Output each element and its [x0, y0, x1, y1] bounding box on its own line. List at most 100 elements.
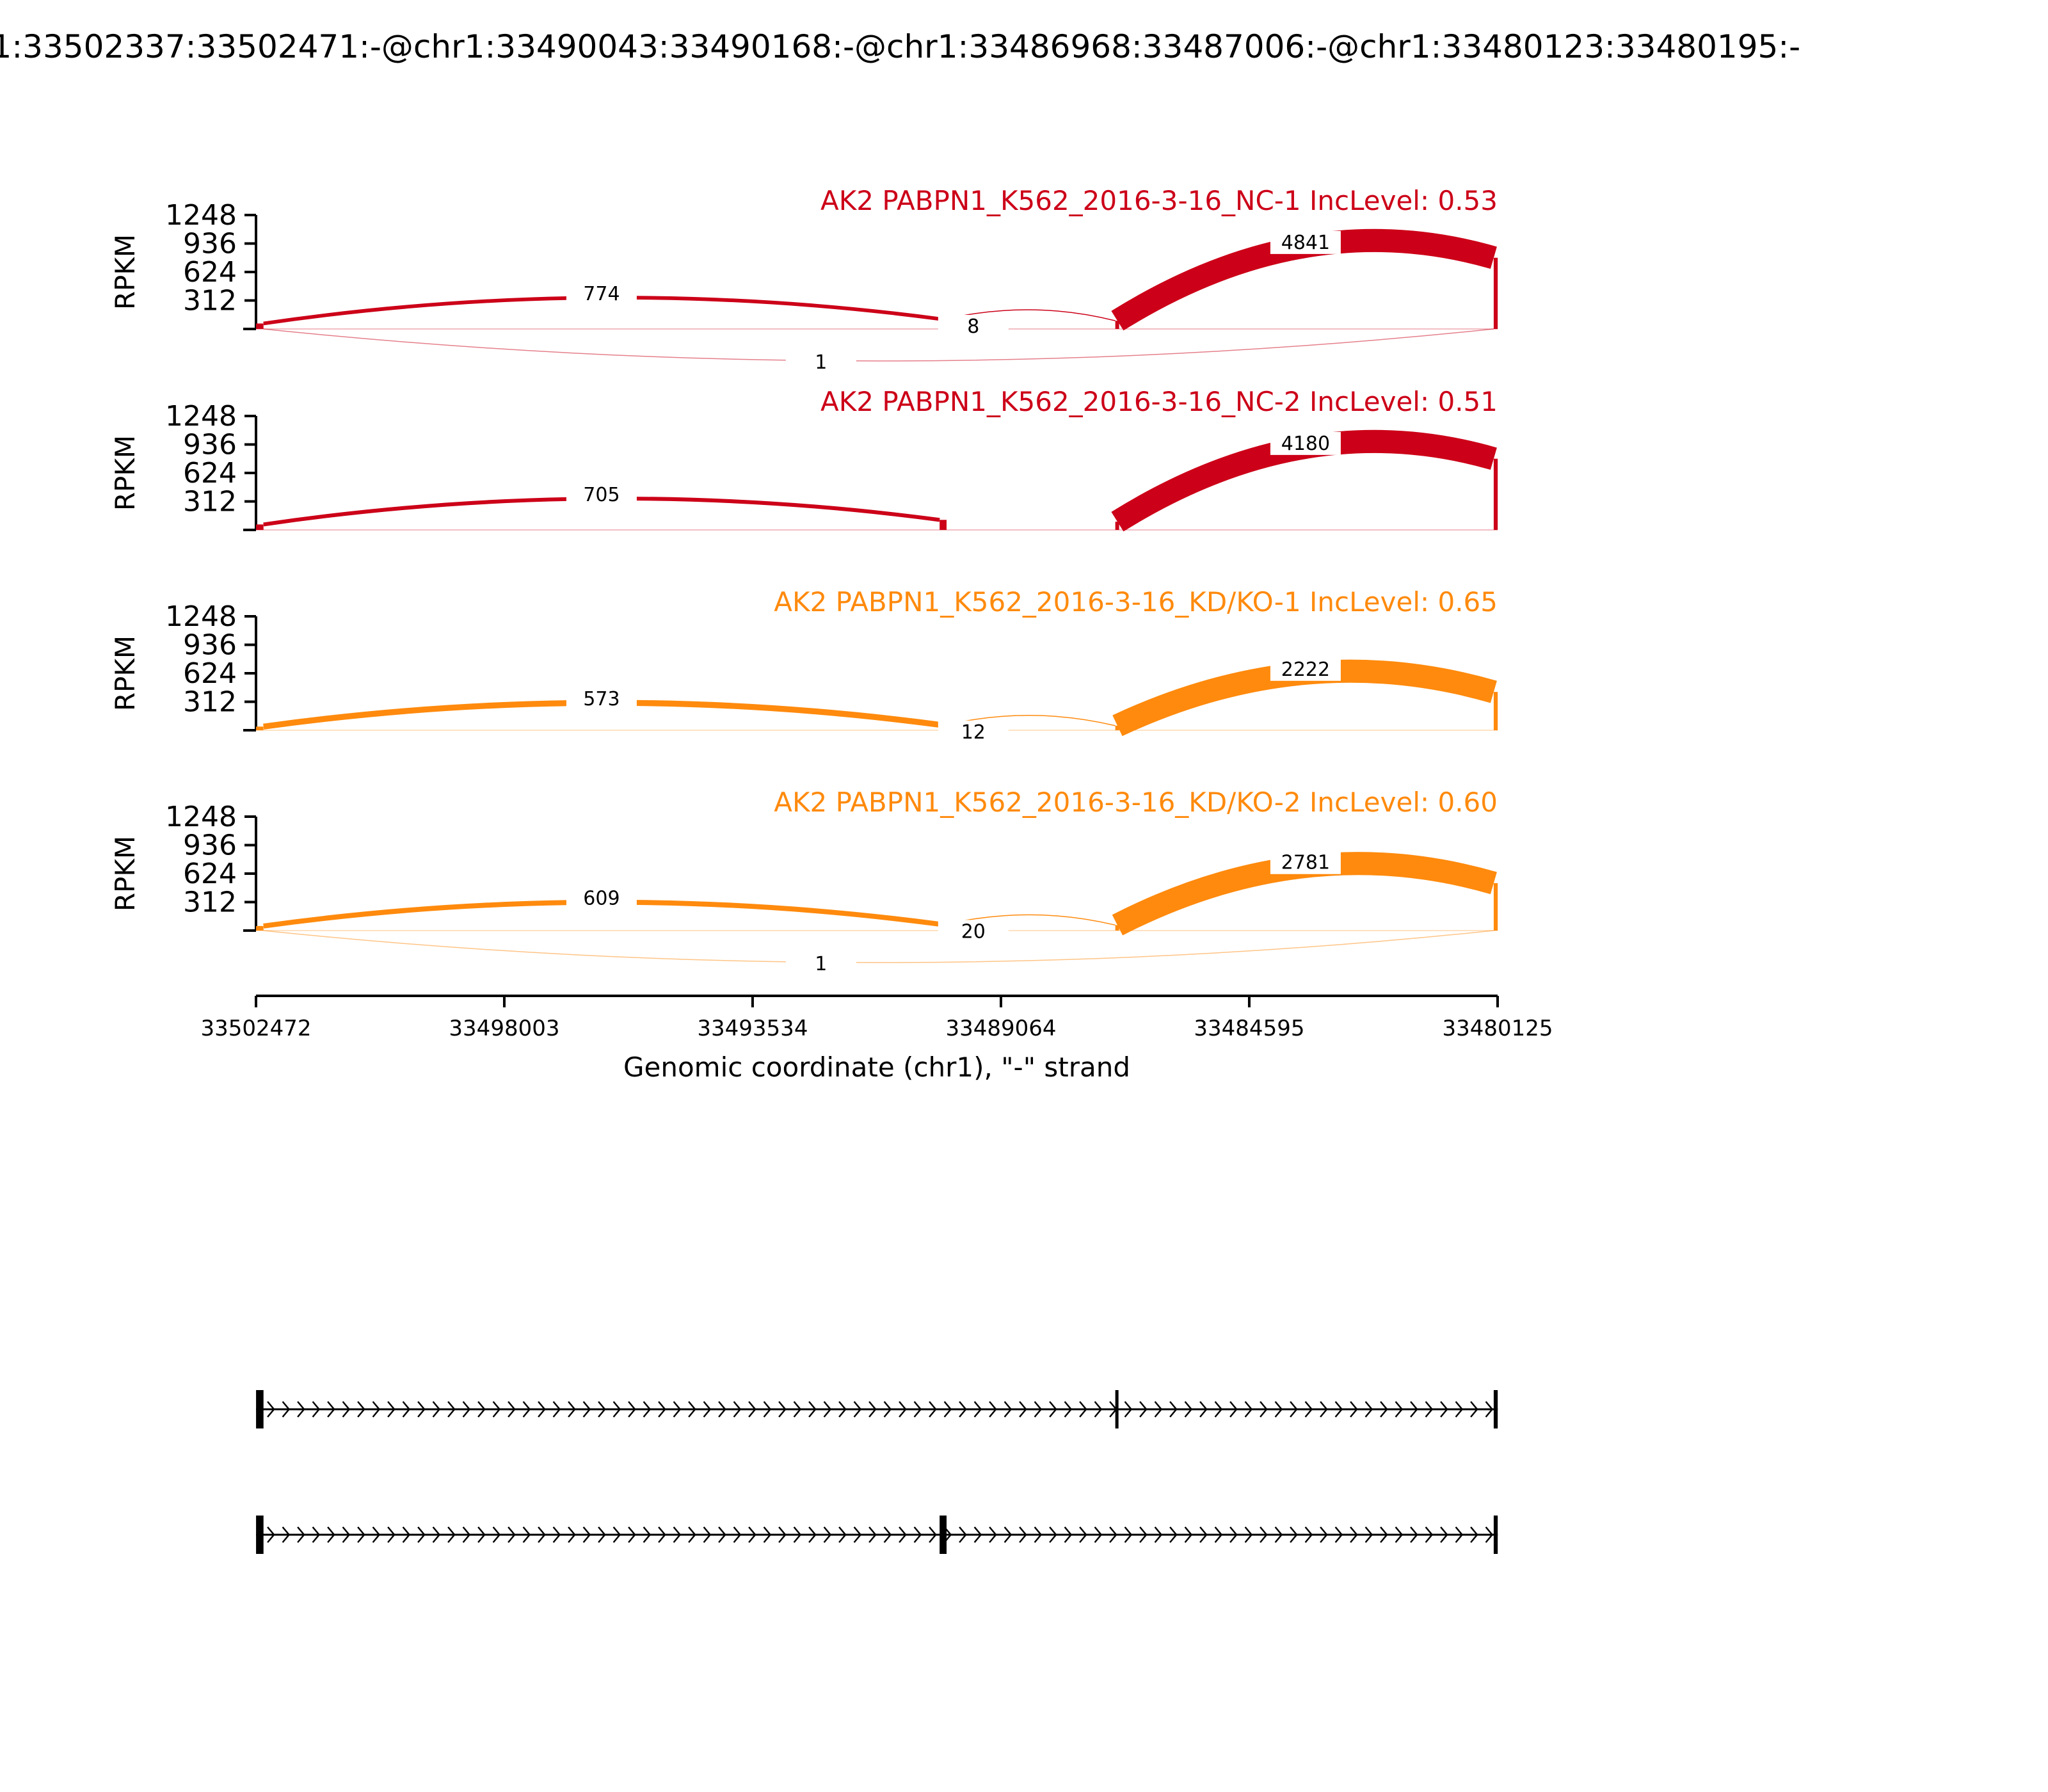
y-tick-label: 624	[183, 657, 237, 690]
gene-model-track	[256, 1390, 1498, 1554]
strand-arrow	[943, 1401, 952, 1418]
strand-arrow	[612, 1401, 621, 1418]
strand-arrow	[1244, 1526, 1253, 1543]
strand-arrow	[628, 1401, 636, 1418]
exon-block	[1493, 1516, 1498, 1554]
strand-arrow	[387, 1401, 396, 1418]
strand-arrow	[1260, 1401, 1268, 1418]
strand-arrow	[929, 1401, 937, 1418]
x-axis-label: Genomic coordinate (chr1), "-" strand	[623, 1052, 1130, 1083]
exon-block	[1115, 1390, 1119, 1428]
junction-label-background	[1270, 431, 1341, 455]
strand-arrow	[1364, 1526, 1373, 1543]
junction-count-label: 573	[583, 688, 620, 710]
sample-title: AK2 PABPN1_K562_2016-3-16_NC-2 IncLevel:…	[820, 386, 1498, 417]
junction-arc	[263, 328, 1494, 362]
strand-arrow	[492, 1401, 501, 1418]
y-tick-label: 312	[183, 886, 237, 919]
exon-coverage-bar	[256, 925, 264, 931]
transcript-model	[256, 1390, 1498, 1428]
strand-arrow	[1049, 1526, 1057, 1543]
strand-arrow	[1410, 1401, 1418, 1418]
exon-block	[256, 1390, 264, 1428]
chart-title: chr1:33502337:33502471:-@chr1:33490043:3…	[0, 28, 1800, 65]
junction-count-label: 20	[961, 920, 986, 943]
strand-arrow	[568, 1526, 576, 1543]
strand-arrow	[1244, 1401, 1253, 1418]
strand-arrow	[1395, 1401, 1404, 1418]
strand-arrow	[989, 1526, 997, 1543]
y-tick-label: 1248	[165, 199, 237, 232]
strand-arrow	[1139, 1526, 1148, 1543]
junction-label-background	[1270, 230, 1341, 254]
strand-arrow	[1094, 1526, 1103, 1543]
strand-arrow	[417, 1401, 426, 1418]
y-tick-label: 312	[183, 285, 237, 317]
strand-arrow	[748, 1526, 756, 1543]
strand-arrow	[477, 1401, 486, 1418]
strand-arrow	[342, 1401, 351, 1418]
strand-arrow	[432, 1526, 441, 1543]
exon-coverage-bar	[256, 524, 264, 530]
x-tick-label: 33498003	[449, 1016, 559, 1041]
junction-count-label: 609	[583, 888, 620, 910]
strand-arrow	[1049, 1401, 1057, 1418]
strand-arrow	[868, 1401, 877, 1418]
strand-arrow	[342, 1526, 351, 1543]
strand-arrow	[1485, 1401, 1494, 1418]
strand-arrow	[1440, 1401, 1448, 1418]
exon-coverage-bar	[1493, 883, 1498, 931]
strand-arrow	[973, 1401, 982, 1418]
strand-arrow	[1154, 1401, 1163, 1418]
strand-arrow	[1079, 1401, 1087, 1418]
strand-arrow	[1290, 1401, 1298, 1418]
y-tick-label: 624	[183, 858, 237, 890]
strand-arrow	[1395, 1526, 1404, 1543]
strand-arrow	[838, 1526, 847, 1543]
x-tick-label: 33493534	[697, 1016, 808, 1041]
strand-arrow	[1214, 1526, 1223, 1543]
x-axis: 33502472 33498003 33493534 33489064 33484595…	[200, 995, 1553, 1041]
strand-arrow	[763, 1526, 772, 1543]
strand-arrow	[1334, 1526, 1343, 1543]
strand-arrow	[1064, 1401, 1073, 1418]
junction-count-label: 1	[815, 351, 827, 374]
strand-arrow	[1274, 1526, 1283, 1543]
strand-arrow	[522, 1526, 531, 1543]
y-tick-label: 624	[183, 256, 237, 289]
strand-arrow	[552, 1526, 561, 1543]
junction-count-label: 4180	[1281, 433, 1330, 455]
strand-arrow	[1455, 1401, 1464, 1418]
junction-label-background	[566, 282, 637, 306]
strand-arrow	[1034, 1401, 1043, 1418]
y-tick-label: 312	[183, 686, 237, 719]
strand-arrow	[1260, 1526, 1268, 1543]
strand-arrow	[1455, 1526, 1464, 1543]
strand-arrow	[1485, 1526, 1494, 1543]
strand-arrow	[1229, 1526, 1238, 1543]
strand-arrow	[643, 1401, 652, 1418]
junction-label-group: 8	[938, 315, 1009, 339]
strand-arrow	[793, 1401, 802, 1418]
strand-arrow	[297, 1401, 305, 1418]
strand-arrow	[267, 1526, 275, 1543]
strand-arrow	[1124, 1526, 1133, 1543]
strand-arrow	[913, 1401, 922, 1418]
strand-arrow	[538, 1401, 546, 1418]
strand-arrow	[447, 1526, 456, 1543]
strand-arrow	[552, 1401, 561, 1418]
junction-label-background	[938, 920, 1009, 943]
strand-arrow	[838, 1401, 847, 1418]
strand-arrow	[913, 1526, 922, 1543]
strand-arrow	[973, 1526, 982, 1543]
strand-arrow	[673, 1526, 682, 1543]
strand-arrow	[808, 1526, 817, 1543]
strand-arrow	[658, 1526, 666, 1543]
junction-count-label: 2222	[1281, 659, 1330, 681]
exon-coverage-bar	[1493, 257, 1498, 329]
strand-arrow	[733, 1401, 742, 1418]
